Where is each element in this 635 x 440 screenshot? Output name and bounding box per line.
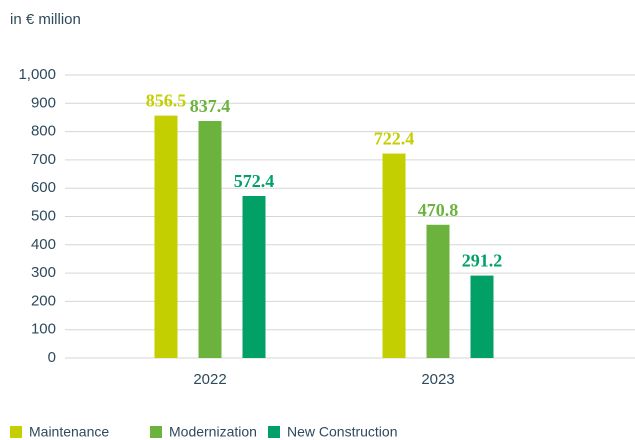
y-tick-label: 800: [31, 123, 56, 140]
legend-label: Maintenance: [29, 424, 109, 440]
legend-swatch: [268, 426, 280, 438]
value-label: 722.4: [374, 129, 415, 149]
value-label: 572.4: [234, 171, 275, 191]
y-tick-label: 700: [31, 151, 56, 168]
y-tick-label: 900: [31, 94, 56, 111]
value-label: 291.2: [462, 251, 503, 271]
y-tick-label: 0: [48, 349, 56, 366]
legend-label: Modernization: [169, 424, 257, 440]
bar: [242, 196, 266, 358]
y-tick-label: 1,000: [18, 66, 56, 83]
y-tick-label: 300: [31, 264, 56, 281]
bar: [470, 275, 494, 358]
y-tick-label: 400: [31, 236, 56, 253]
y-tick-label: 600: [31, 179, 56, 196]
bar: [382, 153, 406, 358]
legend-label: New Construction: [287, 424, 398, 440]
bar: [198, 121, 222, 358]
value-label: 470.8: [418, 200, 459, 220]
y-tick-label: 100: [31, 321, 56, 338]
bar: [426, 224, 450, 358]
y-axis-label: in € million: [10, 11, 81, 28]
y-tick-label: 500: [31, 207, 56, 224]
legend-swatch: [150, 426, 162, 438]
y-tick-label: 200: [31, 292, 56, 309]
legend-swatch: [10, 426, 22, 438]
x-tick-label: 2023: [421, 371, 454, 388]
x-tick-label: 2022: [193, 371, 226, 388]
value-label: 856.5: [146, 91, 187, 111]
value-label: 837.4: [190, 96, 231, 116]
bar: [154, 115, 178, 358]
